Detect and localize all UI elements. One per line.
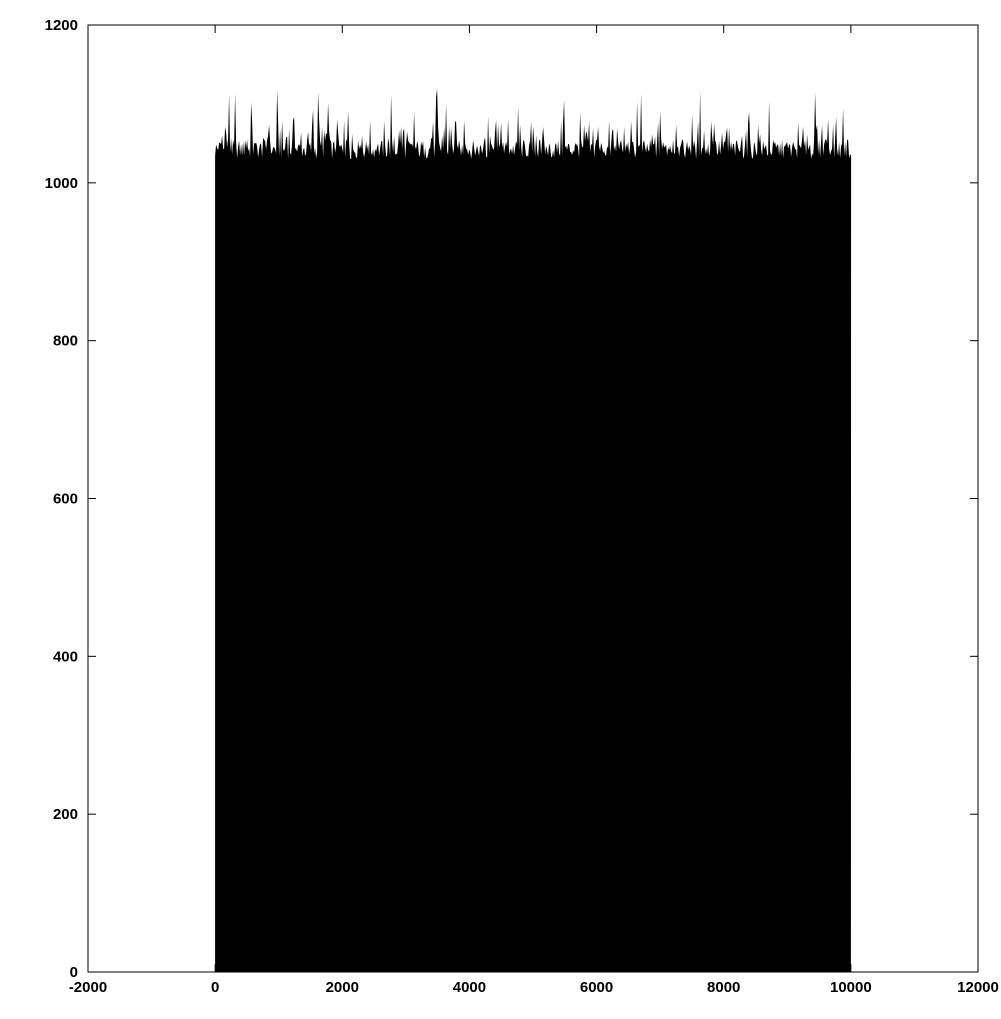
y-tick-label: 1000 <box>45 175 78 192</box>
y-tick-label: 200 <box>53 806 78 823</box>
x-tick-label: 12000 <box>957 979 999 996</box>
y-tick-label: 400 <box>53 648 78 665</box>
x-tick-label: 10000 <box>830 979 872 996</box>
x-tick-label: 6000 <box>580 979 613 996</box>
histogram-bars <box>215 89 851 972</box>
x-tick-label: 4000 <box>453 979 486 996</box>
x-tick-label: 2000 <box>326 979 359 996</box>
x-tick-label: -2000 <box>69 979 107 996</box>
y-tick-label: 800 <box>53 333 78 350</box>
x-tick-label: 0 <box>211 979 219 996</box>
x-tick-label: 8000 <box>707 979 740 996</box>
y-tick-label: 1200 <box>45 17 78 34</box>
y-tick-label: 600 <box>53 491 78 508</box>
histogram-chart: -200002000400060008000100001200002004006… <box>0 0 1001 1019</box>
chart-container: -200002000400060008000100001200002004006… <box>0 0 1001 1019</box>
y-tick-label: 0 <box>70 964 78 981</box>
